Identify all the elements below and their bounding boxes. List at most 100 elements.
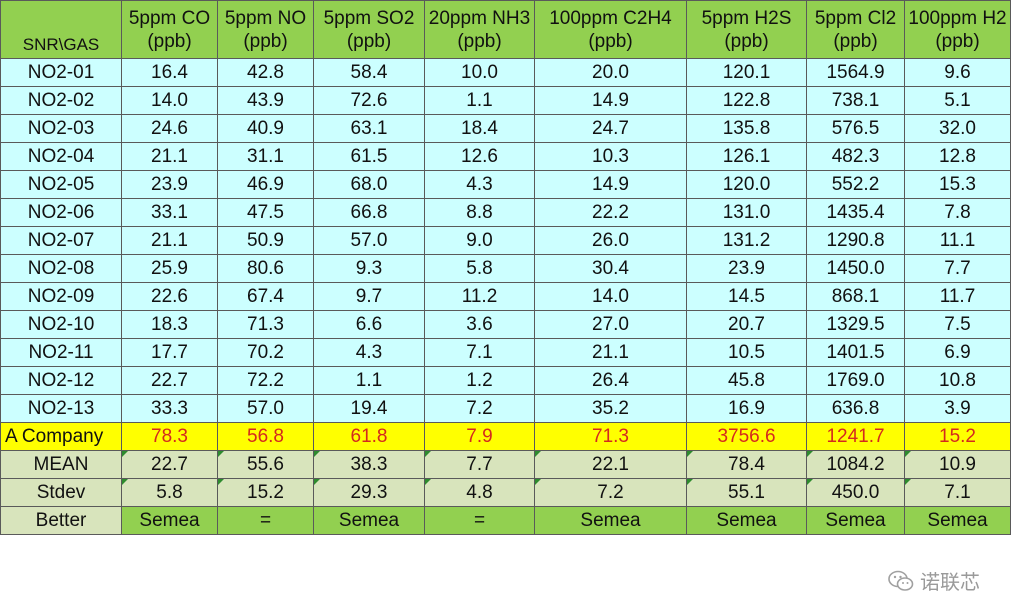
table-cell: 1.2	[424, 366, 535, 395]
table-cell: 15.3	[904, 170, 1011, 199]
table-cell: 26.4	[534, 366, 687, 395]
table-cell: 122.8	[686, 86, 807, 115]
table-cell: 131.0	[686, 198, 807, 227]
column-unit: (ppb)	[147, 30, 192, 52]
table-cell: 58.4	[313, 58, 425, 87]
row-label: NO2-07	[0, 226, 122, 255]
table-cell: 1329.5	[806, 310, 905, 339]
column-header: 100ppm H2 (ppb)	[904, 0, 1011, 59]
table-cell: Semea	[904, 506, 1011, 535]
table-cell: 32.0	[904, 114, 1011, 143]
table-cell: 18.4	[424, 114, 535, 143]
column-unit: (ppb)	[724, 30, 769, 52]
table-cell: 1241.7	[806, 422, 905, 451]
table-cell: 1769.0	[806, 366, 905, 395]
table-cell: 78.4	[686, 450, 807, 479]
sensor-row: NO2-05 23.9 46.9 68.0 4.3 14.9 120.0 552.2 15.3	[0, 170, 1011, 199]
row-label: NO2-08	[0, 254, 122, 283]
table-cell: =	[217, 506, 314, 535]
sensor-row: NO2-06 33.1 47.5 66.8 8.8 22.2 131.0 1435.4 7.8	[0, 198, 1011, 227]
table-cell: 120.0	[686, 170, 807, 199]
table-cell: 22.7	[121, 450, 218, 479]
table-cell: 14.0	[534, 282, 687, 311]
table-cell: 71.3	[534, 422, 687, 451]
table-cell: 11.2	[424, 282, 535, 311]
table-cell: 14.9	[534, 170, 687, 199]
table-cell: 47.5	[217, 198, 314, 227]
table-cell: 552.2	[806, 170, 905, 199]
table-cell: 42.8	[217, 58, 314, 87]
row-label: NO2-04	[0, 142, 122, 171]
sensor-row: NO2-02 14.0 43.9 72.6 1.1 14.9 122.8 738.1 5.1	[0, 86, 1011, 115]
column-gas: 5ppm Cl2	[814, 7, 897, 29]
table-cell: 135.8	[686, 114, 807, 143]
table-cell: 67.4	[217, 282, 314, 311]
column-header: 100ppm C2H4 (ppb)	[534, 0, 687, 59]
table-cell: 16.9	[686, 394, 807, 423]
table-cell: 5.1	[904, 86, 1011, 115]
mean-row: MEAN 22.7 55.6 38.3 7.7 22.1 78.4 1084.2 10.9	[0, 450, 1011, 479]
table-cell: 80.6	[217, 254, 314, 283]
row-label: NO2-11	[0, 338, 122, 367]
sensor-row: NO2-09 22.6 67.4 9.7 11.2 14.0 14.5 868.1 11.7	[0, 282, 1011, 311]
table-cell: 7.8	[904, 198, 1011, 227]
table-cell: 50.9	[217, 226, 314, 255]
table-cell: 21.1	[121, 226, 218, 255]
header-row: SNR\GAS 5ppm CO (ppb) 5ppm NO (ppb) 5ppm S…	[0, 0, 1011, 59]
table-cell: 23.9	[686, 254, 807, 283]
table-cell: 38.3	[313, 450, 425, 479]
table-cell: 7.2	[534, 478, 687, 507]
row-label: Better	[0, 506, 122, 535]
table-cell: 35.2	[534, 394, 687, 423]
table-cell: 7.1	[904, 478, 1011, 507]
row-label: NO2-05	[0, 170, 122, 199]
table-cell: Semea	[534, 506, 687, 535]
table-cell: 3.6	[424, 310, 535, 339]
table-cell: 1450.0	[806, 254, 905, 283]
sensor-row: NO2-03 24.6 40.9 63.1 18.4 24.7 135.8 576.5 32.0	[0, 114, 1011, 143]
column-unit: (ppb)	[935, 30, 980, 52]
table-cell: 22.6	[121, 282, 218, 311]
table-cell: Semea	[806, 506, 905, 535]
column-unit: (ppb)	[346, 30, 392, 52]
table-cell: 9.7	[313, 282, 425, 311]
table-cell: 15.2	[904, 422, 1011, 451]
table-cell: 57.0	[217, 394, 314, 423]
table-cell: 24.7	[534, 114, 687, 143]
table-cell: 71.3	[217, 310, 314, 339]
table-cell: 1084.2	[806, 450, 905, 479]
table-cell: 18.3	[121, 310, 218, 339]
table-cell: 56.8	[217, 422, 314, 451]
table-cell: 30.4	[534, 254, 687, 283]
table-cell: 26.0	[534, 226, 687, 255]
table-cell: 21.1	[534, 338, 687, 367]
column-gas: 5ppm NO	[224, 7, 307, 29]
table-cell: 10.0	[424, 58, 535, 87]
row-label: NO2-06	[0, 198, 122, 227]
row-label: NO2-10	[0, 310, 122, 339]
watermark: 诺联芯	[888, 566, 980, 595]
table-cell: 738.1	[806, 86, 905, 115]
table-cell: 482.3	[806, 142, 905, 171]
sensor-row: NO2-11 17.7 70.2 4.3 7.1 21.1 10.5 1401.5 6.9	[0, 338, 1011, 367]
table-cell: 40.9	[217, 114, 314, 143]
table-cell: 78.3	[121, 422, 218, 451]
sensor-row: NO2-04 21.1 31.1 61.5 12.6 10.3 126.1 482.3 12.8	[0, 142, 1011, 171]
table-cell: 3756.6	[686, 422, 807, 451]
table-cell: 55.6	[217, 450, 314, 479]
table-cell: 31.1	[217, 142, 314, 171]
watermark-text: 诺联芯	[920, 572, 980, 594]
table-cell: 66.8	[313, 198, 425, 227]
table-cell: 6.9	[904, 338, 1011, 367]
table-cell: 10.3	[534, 142, 687, 171]
table-cell: 23.9	[121, 170, 218, 199]
column-header: 5ppm NO (ppb)	[217, 0, 314, 59]
row-label: NO2-02	[0, 86, 122, 115]
table-cell: 1.1	[313, 366, 425, 395]
table-cell: 4.3	[313, 338, 425, 367]
table-cell: 20.7	[686, 310, 807, 339]
table-cell: 45.8	[686, 366, 807, 395]
table-cell: 14.9	[534, 86, 687, 115]
column-header: 5ppm H2S (ppb)	[686, 0, 807, 59]
table-cell: 3.9	[904, 394, 1011, 423]
